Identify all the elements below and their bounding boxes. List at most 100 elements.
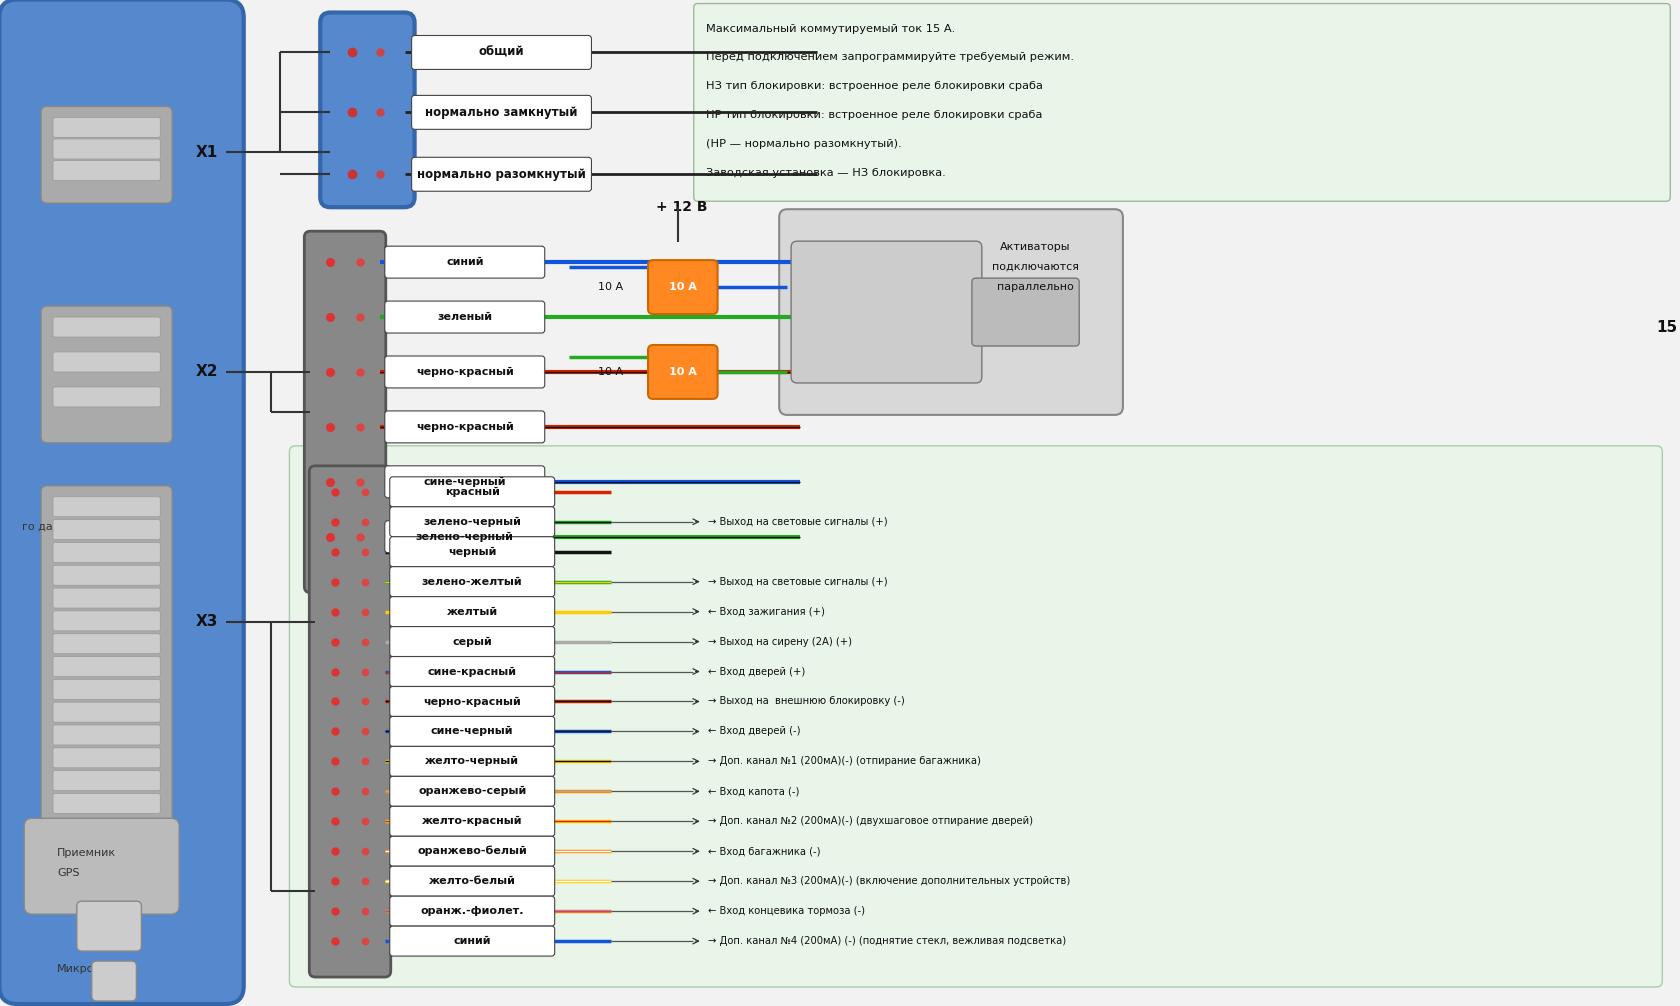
FancyBboxPatch shape bbox=[304, 231, 385, 593]
FancyBboxPatch shape bbox=[780, 209, 1122, 414]
Text: Активаторы: Активаторы bbox=[1000, 242, 1070, 253]
Text: НЗ тип блокировки: встроенное реле блокировки сраба: НЗ тип блокировки: встроенное реле блоки… bbox=[706, 81, 1042, 92]
FancyBboxPatch shape bbox=[0, 0, 244, 1004]
FancyBboxPatch shape bbox=[54, 725, 160, 745]
FancyBboxPatch shape bbox=[54, 565, 160, 585]
Text: Приемник: Приемник bbox=[57, 848, 116, 858]
FancyBboxPatch shape bbox=[54, 771, 160, 791]
Text: синий: синий bbox=[445, 258, 484, 268]
Text: черно-красный: черно-красный bbox=[415, 422, 514, 432]
Text: желтый: желтый bbox=[447, 607, 497, 617]
FancyBboxPatch shape bbox=[54, 794, 160, 814]
Text: ← Вход концевика тормоза (-): ← Вход концевика тормоза (-) bbox=[707, 906, 864, 916]
FancyBboxPatch shape bbox=[390, 836, 554, 866]
Text: → Доп. канал №4 (200мА) (-) (поднятие стекл, вежливая подсветка): → Доп. канал №4 (200мА) (-) (поднятие ст… bbox=[707, 937, 1065, 946]
FancyBboxPatch shape bbox=[92, 961, 136, 1001]
Text: → Выход на  внешнюю блокировку (-): → Выход на внешнюю блокировку (-) bbox=[707, 696, 904, 706]
Text: черно-красный: черно-красный bbox=[415, 367, 514, 377]
FancyBboxPatch shape bbox=[77, 901, 141, 951]
Text: зелено-желтый: зелено-желтый bbox=[422, 576, 522, 586]
FancyBboxPatch shape bbox=[694, 4, 1670, 201]
FancyBboxPatch shape bbox=[390, 477, 554, 507]
FancyBboxPatch shape bbox=[54, 542, 160, 562]
FancyBboxPatch shape bbox=[54, 317, 160, 337]
Text: ← Вход багажника (-): ← Вход багажника (-) bbox=[707, 846, 820, 856]
FancyBboxPatch shape bbox=[390, 806, 554, 836]
Text: → Выход на световые сигналы (+): → Выход на световые сигналы (+) bbox=[707, 517, 887, 527]
FancyBboxPatch shape bbox=[54, 634, 160, 654]
FancyBboxPatch shape bbox=[390, 657, 554, 686]
Text: ← Вход дверей (-): ← Вход дверей (-) bbox=[707, 726, 800, 736]
Text: оранж.-фиолет.: оранж.-фиолет. bbox=[420, 906, 524, 916]
FancyBboxPatch shape bbox=[390, 507, 554, 537]
Text: сине-черный: сине-черный bbox=[430, 726, 512, 736]
FancyBboxPatch shape bbox=[385, 521, 544, 552]
FancyBboxPatch shape bbox=[390, 597, 554, 627]
FancyBboxPatch shape bbox=[390, 537, 554, 566]
Text: Перед подключением запрограммируйте требуемый режим.: Перед подключением запрограммируйте треб… bbox=[706, 52, 1074, 62]
Text: 10 А: 10 А bbox=[669, 282, 696, 292]
Text: → Доп. канал №1 (200мА)(-) (отпирание багажника): → Доп. канал №1 (200мА)(-) (отпирание ба… bbox=[707, 757, 979, 767]
Text: желто-красный: желто-красный bbox=[422, 816, 522, 826]
Text: общий: общий bbox=[479, 46, 524, 59]
Text: нормально разомкнутый: нормально разомкнутый bbox=[417, 168, 586, 181]
FancyBboxPatch shape bbox=[54, 161, 160, 181]
Text: (НР — нормально разомкнутый).: (НР — нормально разомкнутый). bbox=[706, 139, 900, 149]
Text: X1: X1 bbox=[197, 145, 218, 160]
Text: 15: 15 bbox=[1655, 320, 1677, 335]
FancyBboxPatch shape bbox=[54, 497, 160, 517]
Text: → Выход на световые сигналы (+): → Выход на световые сигналы (+) bbox=[707, 576, 887, 586]
FancyBboxPatch shape bbox=[791, 241, 981, 383]
FancyBboxPatch shape bbox=[390, 777, 554, 806]
Text: оранжево-серый: оранжево-серый bbox=[418, 787, 526, 797]
Text: → Доп. канал №3 (200мА)(-) (включение дополнительных устройств): → Доп. канал №3 (200мА)(-) (включение до… bbox=[707, 876, 1068, 886]
FancyBboxPatch shape bbox=[54, 747, 160, 768]
FancyBboxPatch shape bbox=[54, 387, 160, 406]
Text: оранжево-белый: оранжево-белый bbox=[417, 846, 528, 856]
FancyBboxPatch shape bbox=[385, 246, 544, 278]
Text: ← Вход зажигания (+): ← Вход зажигания (+) bbox=[707, 607, 825, 617]
Text: Заводская установка — НЗ блокировка.: Заводская установка — НЗ блокировка. bbox=[706, 168, 944, 178]
FancyBboxPatch shape bbox=[54, 352, 160, 372]
Text: го датчика: го датчика bbox=[22, 522, 87, 532]
FancyBboxPatch shape bbox=[390, 566, 554, 597]
FancyBboxPatch shape bbox=[54, 520, 160, 539]
FancyBboxPatch shape bbox=[412, 157, 591, 191]
FancyBboxPatch shape bbox=[54, 657, 160, 676]
FancyBboxPatch shape bbox=[971, 278, 1079, 346]
FancyBboxPatch shape bbox=[40, 486, 171, 837]
Text: 10 А: 10 А bbox=[598, 282, 623, 292]
Text: черно-красный: черно-красный bbox=[423, 696, 521, 706]
FancyBboxPatch shape bbox=[390, 716, 554, 746]
Text: сине-красный: сине-красный bbox=[427, 666, 516, 677]
Text: ← Вход капота (-): ← Вход капота (-) bbox=[707, 787, 798, 797]
FancyBboxPatch shape bbox=[390, 746, 554, 777]
Text: НР тип блокировки: встроенное реле блокировки сраба: НР тип блокировки: встроенное реле блоки… bbox=[706, 111, 1042, 121]
FancyBboxPatch shape bbox=[385, 301, 544, 333]
FancyBboxPatch shape bbox=[54, 679, 160, 699]
Text: сине-черный: сине-черный bbox=[423, 477, 506, 487]
FancyBboxPatch shape bbox=[54, 139, 160, 159]
Text: нормально замкнутый: нормально замкнутый bbox=[425, 106, 578, 119]
FancyBboxPatch shape bbox=[390, 927, 554, 956]
FancyBboxPatch shape bbox=[385, 466, 544, 498]
FancyBboxPatch shape bbox=[40, 107, 171, 203]
Text: синий: синий bbox=[454, 937, 491, 946]
Text: 10 А: 10 А bbox=[598, 367, 623, 377]
Text: зеленый: зеленый bbox=[437, 312, 492, 322]
Text: Микрофон: Микрофон bbox=[57, 964, 118, 974]
FancyBboxPatch shape bbox=[648, 345, 717, 399]
FancyBboxPatch shape bbox=[390, 686, 554, 716]
Text: желто-черный: желто-черный bbox=[425, 757, 519, 767]
Text: → Доп. канал №2 (200мА)(-) (двухшаговое отпирание дверей): → Доп. канал №2 (200мА)(-) (двухшаговое … bbox=[707, 816, 1032, 826]
Text: зелено-черный: зелено-черный bbox=[415, 532, 514, 542]
Text: X2: X2 bbox=[197, 364, 218, 379]
Text: подключаются: подключаются bbox=[991, 263, 1079, 273]
Text: красный: красный bbox=[445, 487, 499, 497]
Text: ← Вход дверей (+): ← Вход дверей (+) bbox=[707, 667, 805, 676]
Text: параллельно: параллельно bbox=[996, 282, 1074, 292]
Text: → Выход на сирену (2А) (+): → Выход на сирену (2А) (+) bbox=[707, 637, 852, 647]
FancyBboxPatch shape bbox=[54, 702, 160, 722]
FancyBboxPatch shape bbox=[390, 896, 554, 927]
Text: серый: серый bbox=[452, 637, 492, 647]
